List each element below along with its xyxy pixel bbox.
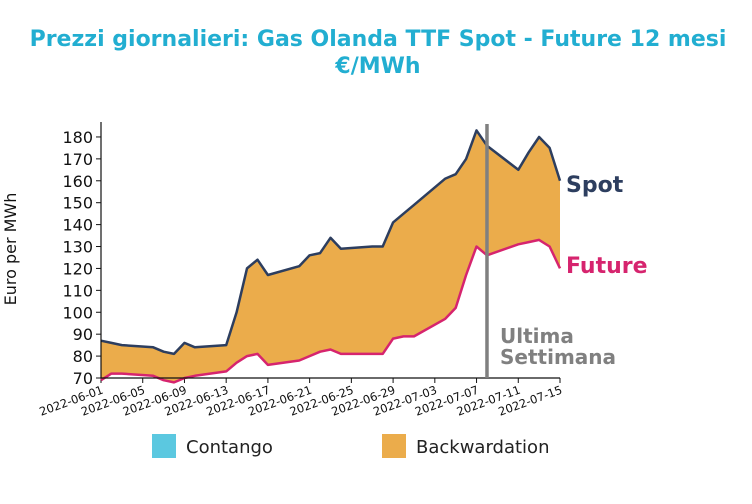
legend-swatch-backwardation [382, 434, 406, 458]
annotation-line2: Settimana [500, 345, 616, 369]
series-line-future [100, 238, 562, 384]
backwardation-area [101, 130, 560, 383]
y-tick-label: 70 [73, 369, 93, 388]
plot-area [100, 122, 562, 384]
series-label-spot: Spot [566, 173, 624, 198]
y-tick-label: 130 [62, 238, 93, 257]
y-tick-label: 100 [62, 303, 93, 322]
legend-label-backwardation: Backwardation [416, 437, 549, 458]
legend-swatch-contango [152, 434, 176, 458]
annotation-line1: Ultima [500, 324, 574, 348]
y-tick-label: 80 [73, 347, 93, 366]
y-tick-label: 90 [73, 325, 93, 344]
y-axis: 70 80 90 100 110 120 130 140 150 160 170 180 [62, 128, 101, 388]
y-tick-label: 120 [62, 259, 93, 278]
series-line-spot [100, 129, 562, 356]
legend-label-contango: Contango [186, 437, 273, 458]
legend: Contango Backwardation [152, 434, 549, 458]
chart-title-line2: €/MWh [334, 54, 420, 79]
chart-title-line1: Prezzi giornalieri: Gas Olanda TTF Spot … [30, 27, 727, 52]
y-tick-label: 150 [62, 194, 93, 213]
y-axis-label: Euro per MWh [1, 193, 20, 306]
y-tick-label: 140 [62, 216, 93, 235]
series-label-future: Future [566, 254, 648, 279]
x-axis: 2022-06-012022-06-052022-06-092022-06-13… [37, 378, 564, 419]
y-tick-label: 180 [62, 128, 93, 147]
y-tick-label: 170 [62, 150, 93, 169]
y-tick-label: 110 [62, 281, 93, 300]
y-tick-label: 160 [62, 172, 93, 191]
